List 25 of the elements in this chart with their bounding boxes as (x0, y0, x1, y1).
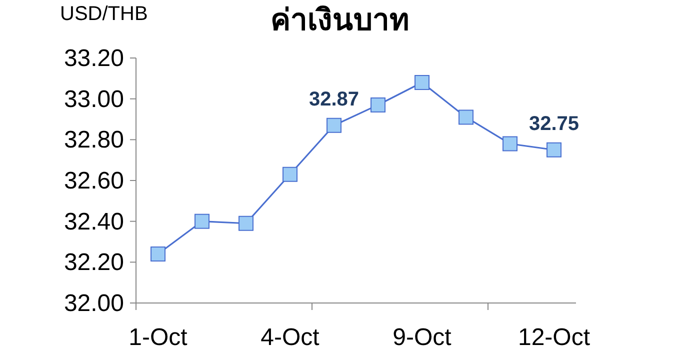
data-label: 32.87 (308, 88, 360, 110)
y-tick-label: 32.60 (64, 168, 124, 194)
y-tick-label: 32.80 (64, 126, 124, 154)
point (326, 118, 342, 133)
x-tick-label: 9-Oct (392, 324, 452, 351)
y-tick-label: 33.20 (64, 45, 124, 72)
x-tick-label: 4-Oct (260, 324, 320, 351)
x-tick-label: 12-Oct (518, 324, 590, 351)
point (458, 110, 474, 125)
y-tick-label: 32.20 (64, 249, 124, 276)
point (502, 136, 518, 152)
y-tick-label: 32.00 (64, 290, 124, 317)
point (282, 166, 298, 182)
point (546, 142, 562, 158)
point (414, 75, 430, 90)
y-tick-label: 32.40 (64, 208, 124, 236)
data-label: 32.75 (528, 112, 580, 135)
point (194, 214, 210, 229)
y-axis-title: USD/THB (60, 3, 148, 25)
point (238, 216, 254, 231)
point (370, 97, 386, 112)
point (150, 246, 166, 262)
x-tick-label: 1-Oct (128, 324, 188, 351)
chart-title: ค่าเงินบาท (270, 4, 410, 37)
y-tick-label: 33.00 (64, 86, 124, 113)
